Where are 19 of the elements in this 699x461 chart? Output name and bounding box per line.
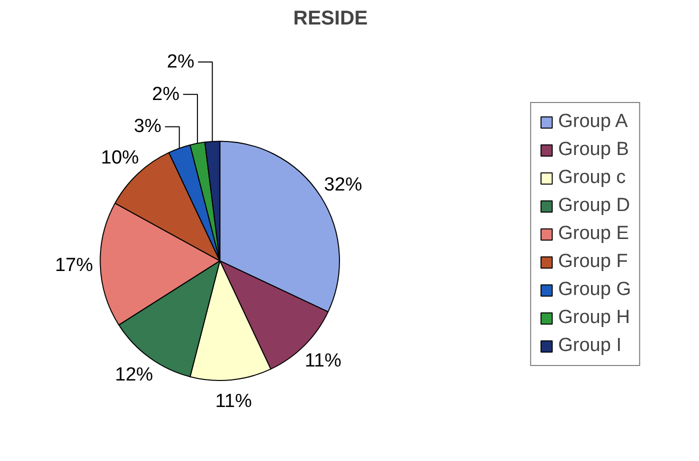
data-label: 2% (152, 84, 180, 105)
legend-label: Group A (558, 111, 628, 133)
data-label: 11% (215, 391, 252, 412)
data-label: 11% (304, 350, 342, 372)
chart-title: RESIDE (293, 8, 368, 30)
legend-label: Group E (558, 223, 629, 245)
data-label: 17% (54, 254, 94, 276)
data-label: 12% (115, 364, 154, 386)
data-label: 10% (100, 147, 140, 168)
legend-label: Group c (558, 167, 626, 189)
legend-label: Group G (558, 279, 631, 301)
legend-label: Group F (558, 251, 628, 273)
data-label: 2% (166, 52, 194, 73)
legend-label: Group I (558, 335, 622, 357)
data-label: 3% (134, 116, 162, 138)
data-label: 32% (324, 174, 362, 196)
legend-label: Group H (558, 307, 630, 329)
legend-label: Group B (558, 139, 629, 161)
legend-label: Group D (558, 195, 630, 217)
